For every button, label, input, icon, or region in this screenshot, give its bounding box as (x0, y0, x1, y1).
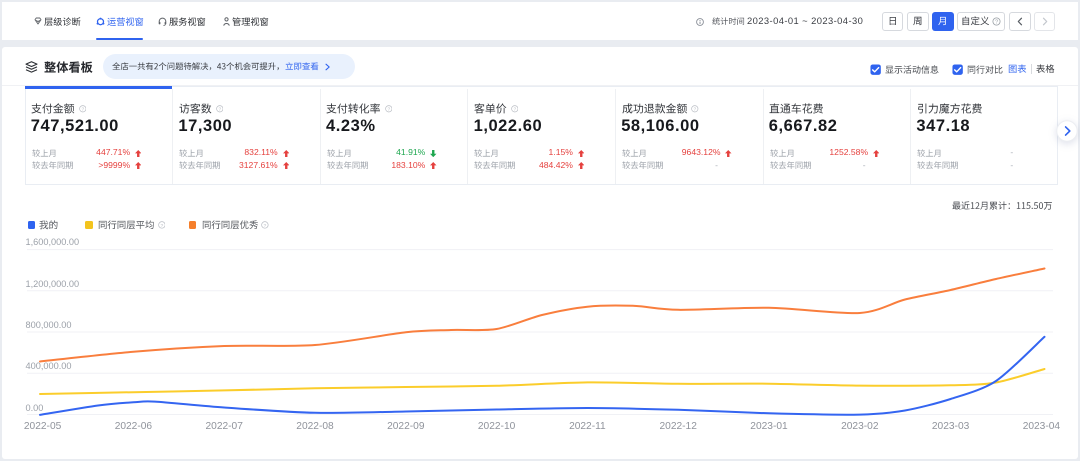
svg-text:?: ? (387, 107, 390, 113)
svg-text:?: ? (264, 223, 267, 229)
svg-text:?: ? (160, 223, 163, 229)
svg-text:?: ? (513, 107, 516, 113)
svg-text:?: ? (81, 107, 84, 113)
svg-text:?: ? (693, 107, 696, 113)
svg-text:?: ? (218, 107, 221, 113)
svg-text:?: ? (995, 19, 998, 25)
